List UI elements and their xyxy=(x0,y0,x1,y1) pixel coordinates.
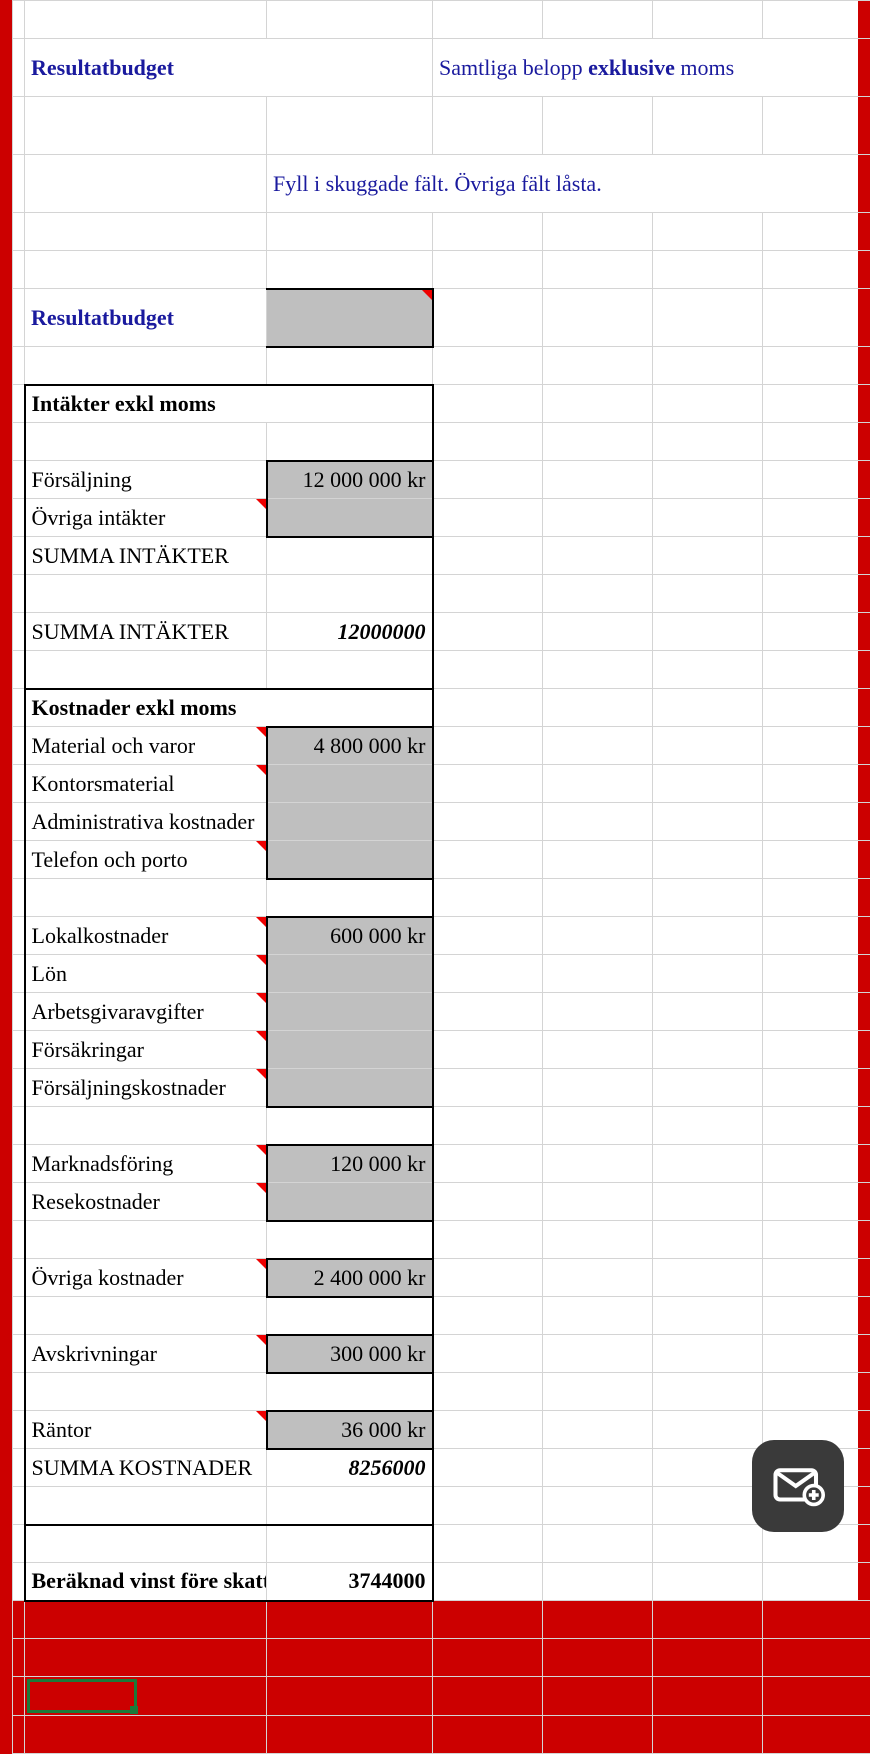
row-label: Telefon och porto xyxy=(25,841,267,879)
spreadsheet-grid[interactable]: Resultatbudget Samtliga belopp exklusive… xyxy=(12,0,870,1754)
row-label: Räntor xyxy=(25,1411,267,1449)
cost-value-input[interactable]: 600 000 kr xyxy=(267,917,433,955)
cost-value-input[interactable]: 120 000 kr xyxy=(267,1145,433,1183)
row-label: Försäljning xyxy=(25,461,267,499)
cost-value-input[interactable] xyxy=(267,803,433,841)
cost-value-input[interactable] xyxy=(267,841,433,879)
profit-value: 3744000 xyxy=(267,1563,433,1601)
row-label: Övriga kostnader xyxy=(25,1259,267,1297)
cost-value-input[interactable] xyxy=(267,765,433,803)
income-value-input[interactable]: 12 000 000 kr xyxy=(267,461,433,499)
cost-value-input[interactable] xyxy=(267,1031,433,1069)
row-label: Lokalkostnader xyxy=(25,917,267,955)
cost-value-input[interactable]: 36 000 kr xyxy=(267,1411,433,1449)
row-label: Arbetsgivaravgifter xyxy=(25,993,267,1031)
cost-value-input[interactable] xyxy=(267,1183,433,1221)
instruction-text: Fyll i skuggade fält. Övriga fält låsta. xyxy=(267,155,870,213)
cost-value-input[interactable]: 4 800 000 kr xyxy=(267,727,433,765)
row-label: Försäkringar xyxy=(25,1031,267,1069)
selected-cell[interactable] xyxy=(27,1679,137,1713)
sum-label: SUMMA INTÄKTER xyxy=(25,613,267,651)
spreadsheet-viewport[interactable]: Resultatbudget Samtliga belopp exklusive… xyxy=(12,0,858,1600)
row-label: Avskrivningar xyxy=(25,1335,267,1373)
compose-button[interactable] xyxy=(752,1440,844,1532)
cost-value-input[interactable]: 300 000 kr xyxy=(267,1335,433,1373)
cost-value-input[interactable] xyxy=(267,1069,433,1107)
row-label: Lön xyxy=(25,955,267,993)
vat-note: Samtliga belopp exklusive moms xyxy=(433,39,870,97)
cost-value-input[interactable]: 2 400 000 kr xyxy=(267,1259,433,1297)
row-label: Resekostnader xyxy=(25,1183,267,1221)
page-title: Resultatbudget xyxy=(25,39,433,97)
income-value-input[interactable] xyxy=(267,499,433,537)
cost-value-input[interactable] xyxy=(267,993,433,1031)
row-label: Övriga intäkter xyxy=(25,499,267,537)
row-label: Material och varor xyxy=(25,727,267,765)
costs-header: Kostnader exkl moms xyxy=(25,689,433,727)
profit-label: Beräknad vinst före skatt xyxy=(25,1563,267,1601)
row-label: Kontorsmaterial xyxy=(25,765,267,803)
section-title: Resultatbudget xyxy=(25,289,267,347)
cost-value-input[interactable] xyxy=(267,955,433,993)
income-header: Intäkter exkl moms xyxy=(25,385,433,423)
mail-plus-icon xyxy=(771,1459,825,1513)
year-input[interactable] xyxy=(267,289,433,347)
row-label: Försäljningskostnader xyxy=(25,1069,267,1107)
sum-label: SUMMA INTÄKTER xyxy=(25,537,267,575)
row-label: Administrativa kostnader xyxy=(25,803,267,841)
income-sum-value: 12000000 xyxy=(267,613,433,651)
sum-label: SUMMA KOSTNADER xyxy=(25,1449,267,1487)
row-label: Marknadsföring xyxy=(25,1145,267,1183)
costs-sum-value: 8256000 xyxy=(267,1449,433,1487)
